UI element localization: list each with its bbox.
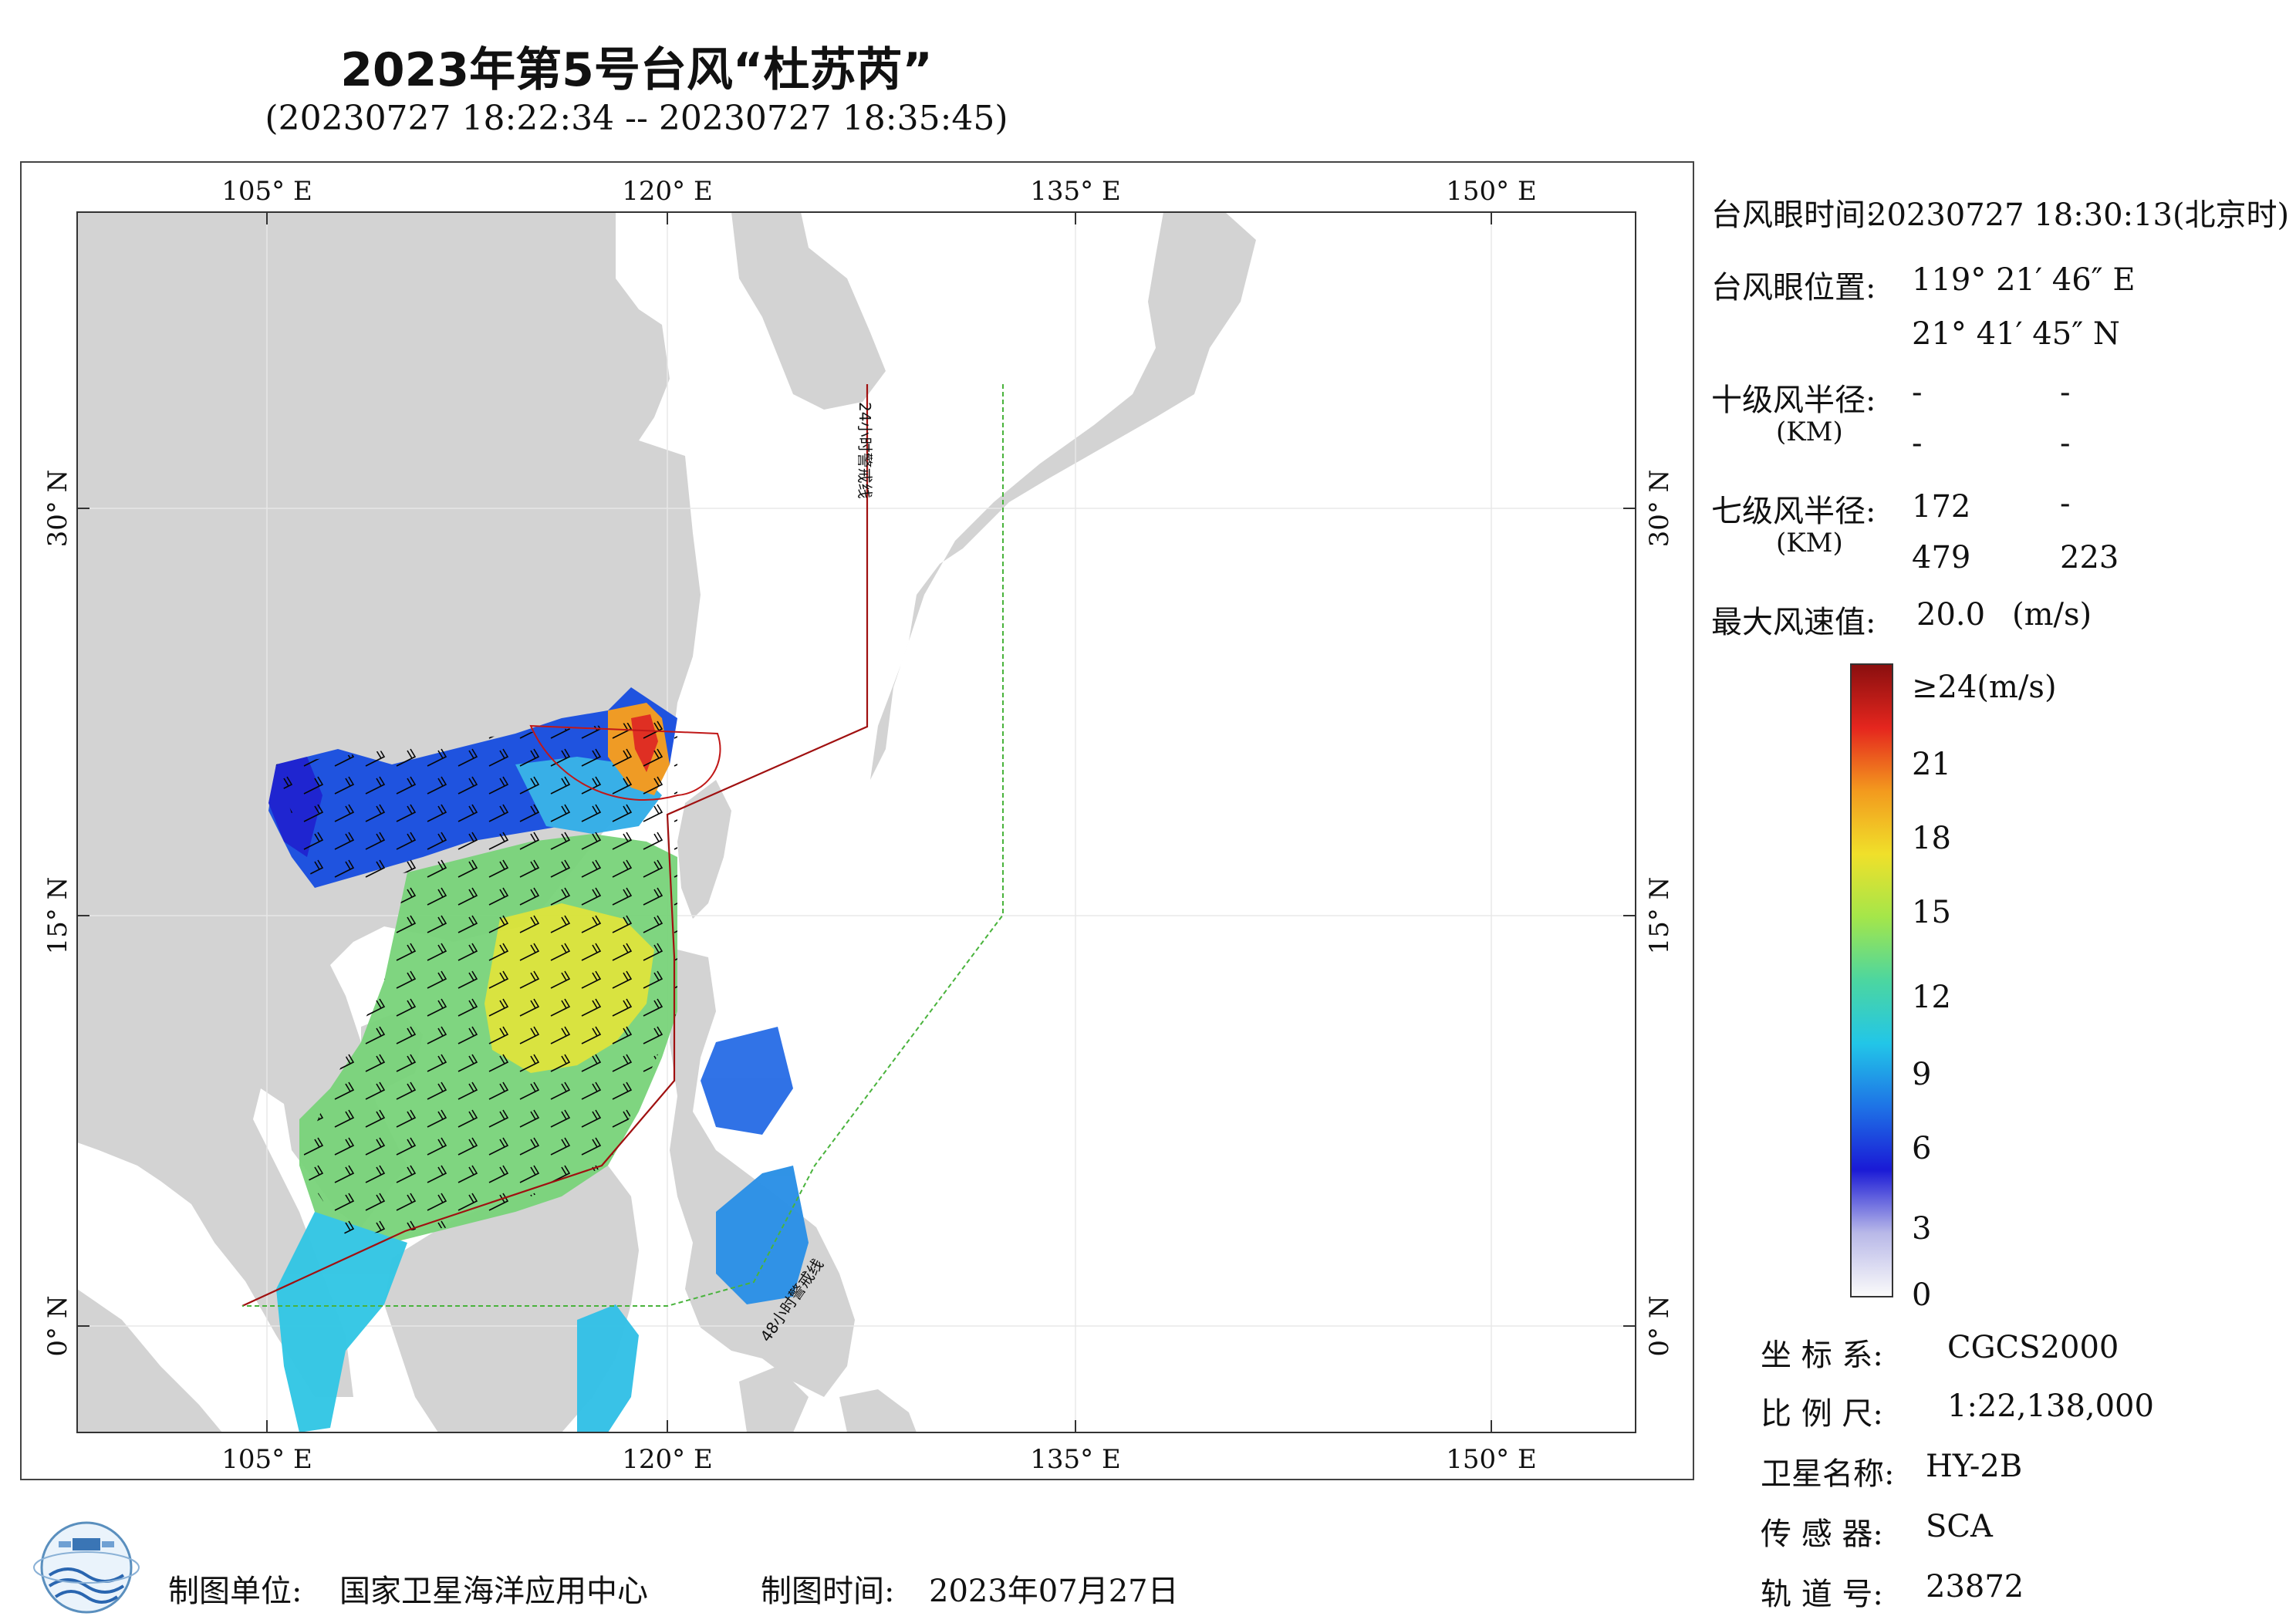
map-inner-frame — [76, 211, 1636, 1433]
colorbar-label-18: 18 — [1912, 821, 1951, 856]
r10-km-unit: (KM) — [1776, 417, 1843, 447]
colorbar-label-15: 15 — [1912, 895, 1951, 930]
japan-islands — [870, 212, 1256, 780]
r7-value-3: 479 — [1912, 540, 1971, 575]
wind-radius-arc — [529, 724, 721, 801]
satellite-label: 卫星名称: — [1761, 1456, 1895, 1492]
satellite-value: HY-2B — [1926, 1449, 2023, 1484]
map-frame: 24小时警戒线 48小时警戒线 105° E 120° E 135° E 150… — [20, 161, 1694, 1480]
wind-speed-swath — [268, 687, 809, 1432]
swath-celebes-blue — [716, 1166, 809, 1304]
eye-position-label: 台风眼位置: — [1711, 270, 1876, 305]
new-guinea — [839, 1389, 917, 1432]
warning-line-24h — [241, 384, 869, 1307]
colorbar-label-9: 9 — [1912, 1057, 1932, 1092]
r10-value-3: - — [1912, 426, 1923, 461]
r10-label: 十级风半径: — [1711, 383, 1876, 418]
colorbar-label-0: 0 — [1912, 1277, 1932, 1313]
production-date-label: 制图时间: — [761, 1574, 895, 1609]
lat-label-right-30: 30° N — [1644, 470, 1675, 548]
lat-label-left-30: 30° N — [42, 470, 73, 548]
warning-line-24h-label: 24小时警戒线 — [856, 402, 874, 498]
eye-latitude: 21° 41′ 45″ N — [1912, 316, 2120, 352]
r7-label: 七级风半径: — [1711, 494, 1876, 529]
production-date-value: 2023年07月27日 — [929, 1574, 1179, 1609]
swath-south-cyan — [577, 1304, 639, 1432]
colorbar-label-6: 6 — [1912, 1131, 1932, 1166]
lon-label-bottom-120: 120° E — [622, 1444, 713, 1475]
r10-value-2: - — [2060, 375, 2071, 410]
producer-label: 制图单位: — [168, 1574, 302, 1609]
lon-label-top-135: 135° E — [1030, 176, 1121, 207]
tick-marks — [77, 212, 1636, 1432]
lon-label-bottom-135: 135° E — [1030, 1444, 1121, 1475]
eye-time-label: 台风眼时间: — [1711, 197, 1876, 233]
scale-value: 1:22,138,000 — [1947, 1388, 2154, 1424]
time-range-subtitle: (20230727 18:22:34 -- 20230727 18:35:45) — [265, 99, 1008, 138]
borneo — [384, 1166, 639, 1432]
lat-label-left-15: 15° N — [42, 877, 73, 955]
warning-line-48h — [242, 384, 1004, 1307]
max-wind-unit: (m/s) — [2012, 597, 2092, 633]
eye-longitude: 119° 21′ 46″ E — [1912, 262, 2136, 298]
nsoas-logo — [32, 1515, 140, 1620]
max-wind-label: 最大风速值: — [1711, 605, 1876, 640]
lat-label-left-0: 0° N — [42, 1295, 73, 1356]
r7-value-4: 223 — [2060, 540, 2119, 575]
lon-label-bottom-105: 105° E — [221, 1444, 312, 1475]
r10-value-4: - — [2060, 426, 2071, 461]
taiwan-island — [677, 780, 731, 919]
wind-barbs — [276, 718, 677, 1235]
sulawesi — [739, 1366, 809, 1432]
r10-value-1: - — [1912, 375, 1923, 410]
crs-label: 坐 标 系: — [1761, 1338, 1883, 1373]
producer-value: 国家卫星海洋应用中心 — [339, 1574, 648, 1609]
lon-label-top-150: 150° E — [1446, 176, 1537, 207]
lat-label-right-0: 0° N — [1644, 1295, 1675, 1356]
lon-label-top-120: 120° E — [622, 176, 713, 207]
sensor-value: SCA — [1926, 1509, 1993, 1544]
wind-speed-colorbar — [1850, 663, 1893, 1297]
colorbar-label-24: ≥24(m/s) — [1912, 670, 2057, 705]
map-title: 2023年第5号台风“杜苏芮” — [340, 43, 933, 97]
lon-label-bottom-150: 150° E — [1446, 1444, 1537, 1475]
eye-time-value: 20230727 18:30:13(北京时) — [1867, 197, 2290, 233]
orbit-label: 轨 道 号: — [1761, 1577, 1883, 1612]
korea-peninsula — [731, 212, 886, 410]
r7-km-unit: (KM) — [1776, 528, 1843, 558]
colorbar-label-3: 3 — [1912, 1211, 1932, 1247]
wind-field-map[interactable]: 24小时警戒线 48小时警戒线 105° E 120° E 135° E 150… — [22, 163, 1696, 1482]
colorbar-label-12: 12 — [1912, 980, 1951, 1015]
sensor-label: 传 感 器: — [1761, 1517, 1883, 1552]
max-wind-value: 20.0 — [1916, 597, 1986, 633]
scale-label: 比 例 尺: — [1761, 1396, 1883, 1432]
colorbar-label-21: 21 — [1912, 747, 1951, 782]
orbit-value: 23872 — [1926, 1569, 2024, 1604]
sumatra — [77, 1289, 222, 1432]
r7-value-2: - — [2060, 486, 2071, 521]
r7-value-1: 172 — [1912, 489, 1971, 525]
swath-philippine-blue — [701, 1027, 793, 1135]
swath-cyan-edge — [276, 1212, 407, 1432]
lon-label-top-105: 105° E — [221, 176, 312, 207]
lat-label-right-15: 15° N — [1644, 877, 1675, 955]
philippines — [670, 950, 855, 1397]
crs-value: CGCS2000 — [1947, 1330, 2119, 1365]
